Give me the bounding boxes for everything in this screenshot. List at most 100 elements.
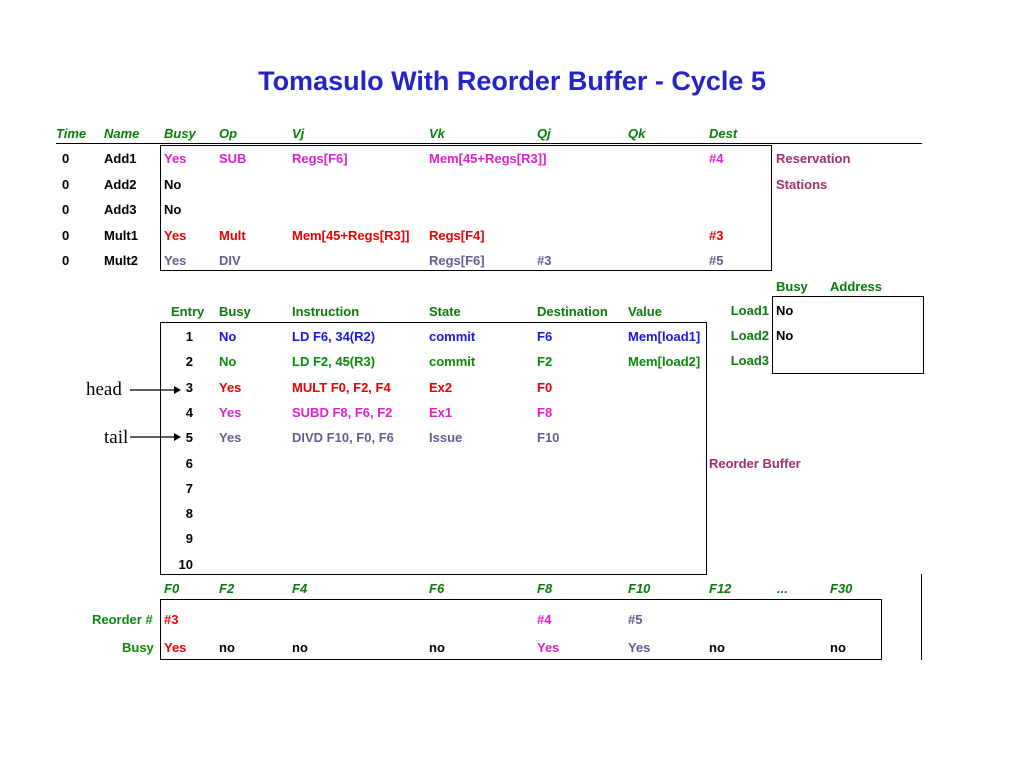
rob-entry-cell: 3 (185, 379, 193, 395)
rs-busy-cell: No (164, 202, 182, 217)
rs-op-cell: DIV (219, 253, 241, 268)
load-name-cell: Load3 (730, 353, 769, 368)
rob-destination-cell: F10 (537, 430, 560, 446)
rs-vj-cell: Mem[45+Regs[R3]] (292, 227, 410, 243)
rob-instruction-cell: SUBD F8, F6, F2 (292, 404, 393, 420)
rs-busy-cell: Yes (164, 227, 187, 243)
load-name-cell: Load1 (730, 303, 769, 318)
reorder-buffer-box (160, 322, 707, 575)
rs-name-cell: Add1 (104, 151, 137, 166)
rob-value-cell: Mem[load2] (628, 354, 701, 370)
register-header-cell: F2 (219, 581, 235, 596)
register-reorder-cell: #5 (628, 612, 643, 627)
rs-header-qk: Qk (628, 126, 646, 141)
register-busy-cell: no (830, 640, 846, 655)
rob-entry-cell: 4 (185, 404, 193, 420)
head-pointer-label: head (86, 379, 122, 400)
rob-entry-cell: 1 (185, 329, 193, 344)
register-reorder-cell: #4 (537, 612, 552, 627)
register-busy-cell: Yes (164, 640, 187, 655)
rob-destination-cell: F0 (537, 379, 553, 395)
rob-label: Reorder Buffer (709, 456, 801, 471)
rob-busy-cell: Yes (219, 404, 242, 420)
rs-label-line1: Reservation (776, 151, 851, 166)
load-header-address: Address (830, 279, 883, 294)
rs-time-cell: 0 (62, 176, 70, 192)
rs-name-cell: Add3 (104, 202, 137, 217)
rs-name-cell: Mult2 (104, 253, 138, 268)
register-busy-cell: no (709, 640, 725, 655)
rs-dest-cell: #4 (709, 151, 724, 166)
register-busy-cell: no (292, 640, 308, 655)
rob-destination-cell: F2 (537, 354, 553, 370)
rs-time-cell: 0 (62, 151, 70, 166)
register-busy-label: Busy (122, 640, 154, 655)
rs-qj-cell: #3 (537, 253, 552, 268)
rs-name-cell: Add2 (104, 176, 137, 192)
rob-header-destination: Destination (537, 304, 608, 319)
register-busy-cell: Yes (537, 640, 560, 655)
rob-header-instruction: Instruction (292, 304, 360, 319)
rob-header-busy: Busy (219, 304, 251, 319)
rob-busy-cell: No (219, 329, 237, 344)
register-header-cell: F4 (292, 581, 308, 596)
rs-vj-cell: Regs[F6] (292, 151, 348, 166)
rs-vk-cell: Regs[F4] (429, 227, 485, 243)
rs-op-cell: SUB (219, 151, 247, 166)
page-title: Tomasulo With Reorder Buffer - Cycle 5 (258, 66, 766, 96)
rob-state-cell: commit (429, 329, 476, 344)
register-header-cell: ... (777, 581, 788, 596)
rob-entry-cell: 8 (185, 506, 193, 522)
rob-busy-cell: Yes (219, 379, 242, 395)
rs-name-cell: Mult1 (104, 227, 138, 243)
rs-header-op: Op (219, 126, 238, 141)
rob-header-state: State (429, 304, 461, 319)
register-header-cell: F10 (628, 581, 651, 596)
rob-destination-cell: F6 (537, 329, 553, 344)
register-header-cell: F0 (164, 581, 180, 596)
rob-value-cell: Mem[load1] (628, 329, 701, 344)
rs-header-vk: Vk (429, 126, 445, 141)
reservation-stations-box (160, 145, 772, 271)
register-reorder-cell: #3 (164, 612, 179, 627)
load-busy-cell: No (776, 328, 794, 343)
rob-header-entry: Entry (171, 304, 205, 319)
rob-state-cell: Issue (429, 430, 463, 446)
register-header-cell: F12 (709, 581, 732, 596)
rob-entry-cell: 6 (185, 455, 193, 471)
register-status-box (160, 599, 882, 660)
load-buffers-box (772, 296, 924, 374)
rob-entry-cell: 10 (178, 556, 193, 572)
rob-state-cell: commit (429, 354, 476, 370)
rs-busy-cell: No (164, 176, 182, 192)
rob-busy-cell: No (219, 354, 237, 370)
rs-header-vj: Vj (292, 126, 305, 141)
rs-header-rule (56, 143, 922, 144)
rob-entry-cell: 7 (185, 480, 193, 496)
rob-entry-cell: 5 (185, 430, 193, 446)
rob-entry-cell: 2 (185, 354, 193, 370)
rob-instruction-cell: LD F2, 45(R3) (292, 354, 376, 370)
rob-instruction-cell: DIVD F10, F0, F6 (292, 430, 394, 446)
rob-state-cell: Ex2 (429, 379, 453, 395)
rs-time-cell: 0 (62, 227, 70, 243)
register-header-cell: F6 (429, 581, 445, 596)
register-busy-cell: no (429, 640, 445, 655)
register-busy-cell: Yes (628, 640, 651, 655)
register-header-cell: F8 (537, 581, 553, 596)
rs-header-time: Time (56, 126, 87, 141)
rs-header-dest: Dest (709, 126, 738, 141)
rob-entry-cell: 9 (185, 531, 193, 547)
rs-header-name: Name (104, 126, 140, 141)
rs-time-cell: 0 (62, 202, 70, 217)
rs-label-line2: Stations (776, 177, 828, 192)
tail-arrow (130, 433, 181, 441)
rob-header-value: Value (628, 304, 662, 319)
rs-dest-cell: #3 (709, 227, 724, 243)
rs-header-qj: Qj (537, 126, 551, 141)
register-header-cell: F30 (830, 581, 853, 596)
rs-header-busy: Busy (164, 126, 196, 141)
rs-time-cell: 0 (62, 253, 70, 268)
load-header-busy: Busy (776, 279, 808, 294)
rs-busy-cell: Yes (164, 151, 187, 166)
